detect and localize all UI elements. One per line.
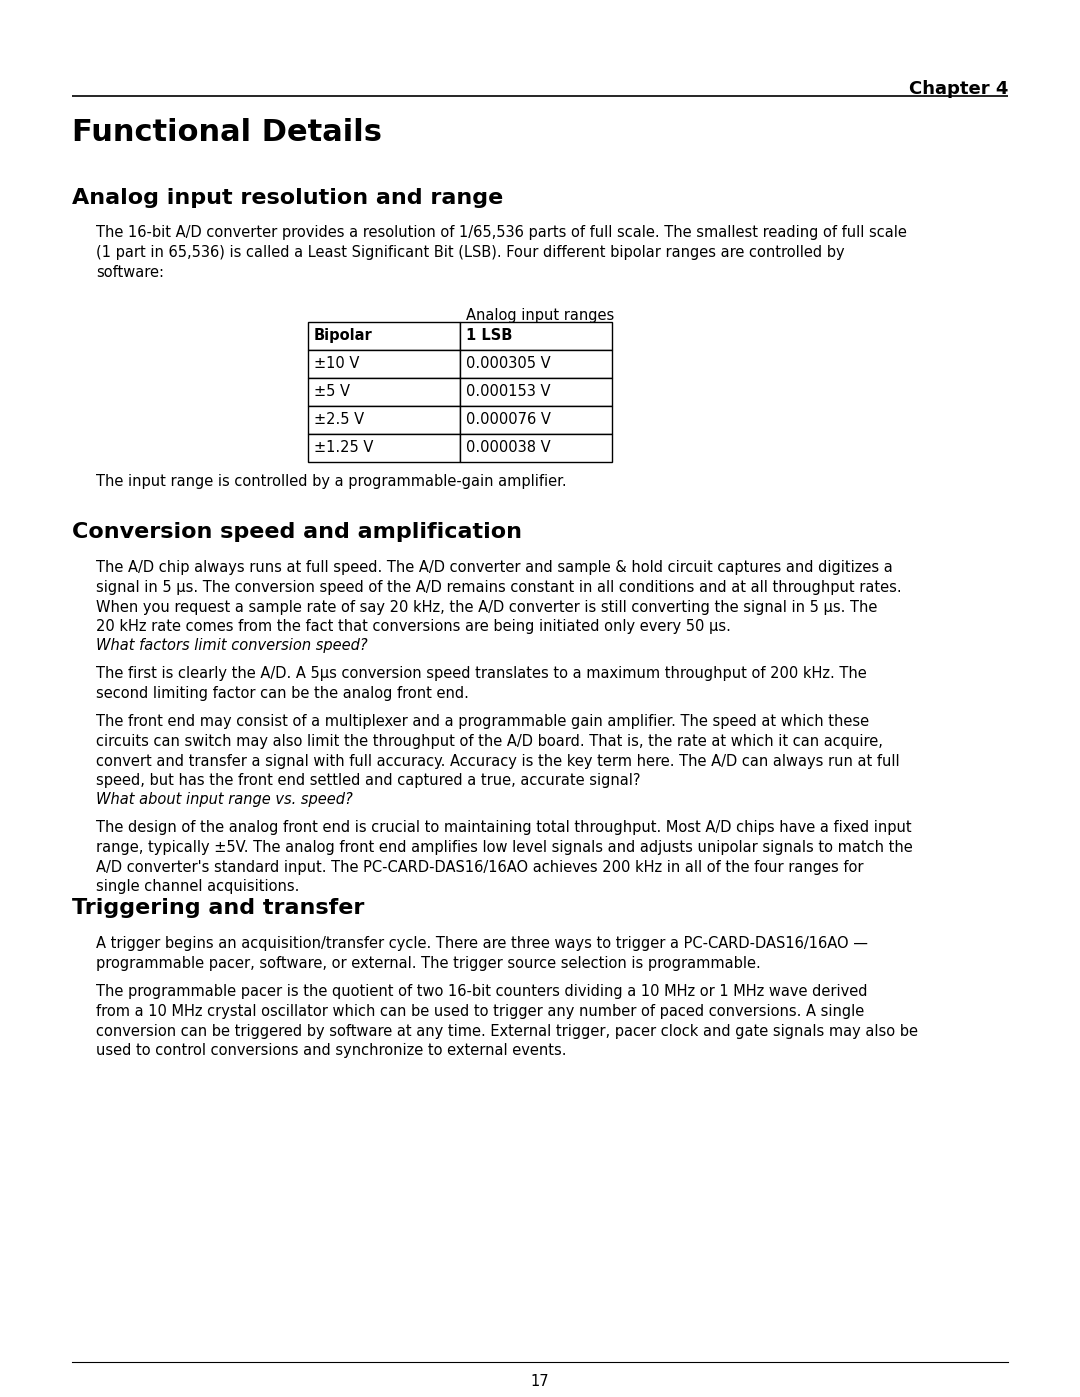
Text: The 16-bit A/D converter provides a resolution of 1/65,536 parts of full scale. : The 16-bit A/D converter provides a reso… bbox=[96, 225, 907, 279]
Text: The programmable pacer is the quotient of two 16-bit counters dividing a 10 MHz : The programmable pacer is the quotient o… bbox=[96, 983, 918, 1059]
Text: Conversion speed and amplification: Conversion speed and amplification bbox=[72, 522, 522, 542]
Text: ±1.25 V: ±1.25 V bbox=[314, 440, 374, 455]
Text: 0.000153 V: 0.000153 V bbox=[465, 384, 551, 400]
Bar bbox=[460, 351, 612, 379]
Text: Triggering and transfer: Triggering and transfer bbox=[72, 898, 364, 918]
Text: The first is clearly the A/D. A 5μs conversion speed translates to a maximum thr: The first is clearly the A/D. A 5μs conv… bbox=[96, 666, 867, 701]
Text: 0.000038 V: 0.000038 V bbox=[465, 440, 551, 455]
Bar bbox=[308, 434, 460, 462]
Text: ±10 V: ±10 V bbox=[314, 356, 360, 372]
Bar bbox=[460, 407, 612, 434]
Bar bbox=[308, 321, 460, 351]
Bar bbox=[460, 434, 612, 462]
Text: ±5 V: ±5 V bbox=[314, 384, 350, 400]
Text: Analog input resolution and range: Analog input resolution and range bbox=[72, 189, 503, 208]
Text: Functional Details: Functional Details bbox=[72, 117, 382, 147]
Text: The front end may consist of a multiplexer and a programmable gain amplifier. Th: The front end may consist of a multiplex… bbox=[96, 714, 900, 788]
Bar bbox=[460, 379, 612, 407]
Text: 0.000076 V: 0.000076 V bbox=[465, 412, 551, 427]
Bar bbox=[308, 407, 460, 434]
Text: The design of the analog front end is crucial to maintaining total throughput. M: The design of the analog front end is cr… bbox=[96, 820, 913, 894]
Bar bbox=[308, 351, 460, 379]
Text: ±2.5 V: ±2.5 V bbox=[314, 412, 364, 427]
Text: 0.000305 V: 0.000305 V bbox=[465, 356, 551, 372]
Text: What factors limit conversion speed?: What factors limit conversion speed? bbox=[96, 638, 367, 652]
Bar bbox=[308, 379, 460, 407]
Text: Bipolar: Bipolar bbox=[314, 328, 373, 344]
Text: 1 LSB: 1 LSB bbox=[465, 328, 512, 344]
Text: The input range is controlled by a programmable-gain amplifier.: The input range is controlled by a progr… bbox=[96, 474, 567, 489]
Text: 17: 17 bbox=[530, 1375, 550, 1389]
Text: What about input range vs. speed?: What about input range vs. speed? bbox=[96, 792, 353, 807]
Text: Chapter 4: Chapter 4 bbox=[908, 80, 1008, 98]
Bar bbox=[460, 321, 612, 351]
Text: A trigger begins an acquisition/transfer cycle. There are three ways to trigger : A trigger begins an acquisition/transfer… bbox=[96, 936, 868, 971]
Text: The A/D chip always runs at full speed. The A/D converter and sample & hold circ: The A/D chip always runs at full speed. … bbox=[96, 560, 902, 634]
Text: Analog input ranges: Analog input ranges bbox=[465, 307, 615, 323]
